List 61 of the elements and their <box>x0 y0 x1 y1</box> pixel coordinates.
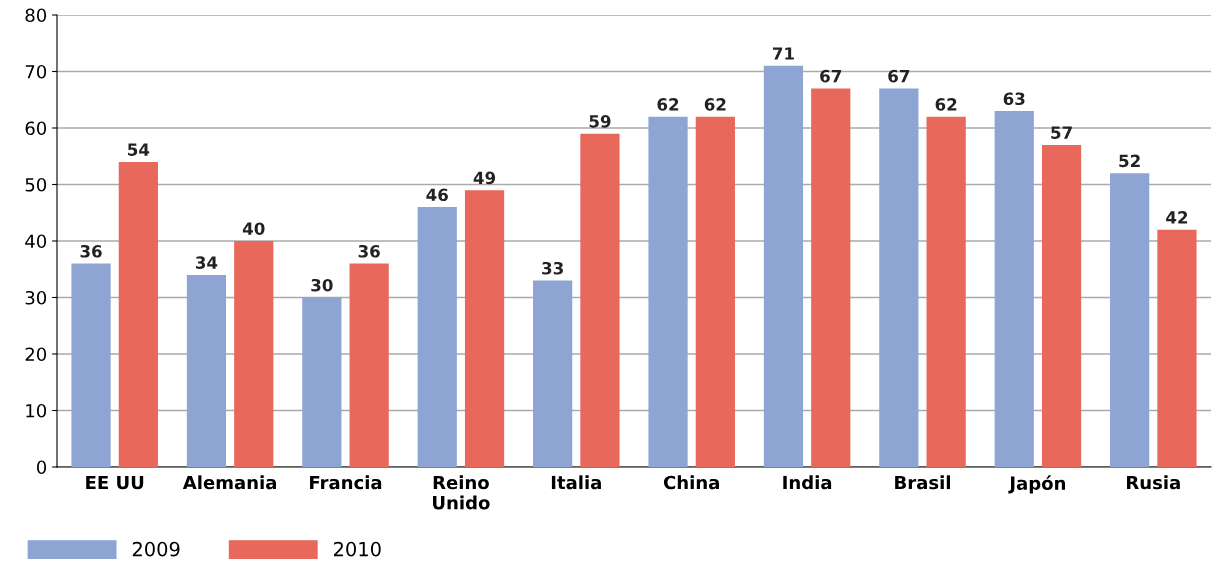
bar <box>879 88 919 467</box>
y-tick-label: 70 <box>25 64 47 79</box>
data-label: 42 <box>1166 211 1188 224</box>
x-tick-label: Francia <box>310 475 382 490</box>
x-tick-label: Rusia <box>1127 475 1180 490</box>
data-label: 57 <box>1051 126 1072 139</box>
bar <box>533 280 573 467</box>
x-tick-label: Brasil <box>895 475 950 490</box>
bar <box>71 263 111 467</box>
bar <box>417 207 457 467</box>
bar <box>994 111 1034 467</box>
bar <box>580 133 620 467</box>
data-label: 52 <box>1119 154 1140 168</box>
y-tick-label: 40 <box>25 234 47 249</box>
data-label: 62 <box>935 98 957 111</box>
x-tick-label: China <box>663 475 719 490</box>
data-label: 36 <box>80 244 102 258</box>
y-tick-label: 0 <box>36 460 47 475</box>
bar <box>1041 144 1082 467</box>
y-tick-label: 20 <box>25 347 47 362</box>
x-tick-label: India <box>783 475 832 490</box>
data-label: 40 <box>242 222 265 235</box>
bar <box>118 161 158 467</box>
y-tick-label: 30 <box>25 290 47 305</box>
bar <box>1157 229 1197 467</box>
y-tick-label: 50 <box>25 177 47 192</box>
bar <box>302 297 342 467</box>
data-label: 34 <box>195 256 218 269</box>
x-tick-label: Reino Unido <box>433 475 490 510</box>
legend-label: 2009 <box>132 541 180 557</box>
bar <box>1110 173 1150 467</box>
data-label: 67 <box>820 69 842 83</box>
data-label: 62 <box>704 98 726 111</box>
bar <box>464 190 505 467</box>
bar <box>234 241 274 467</box>
data-label: 46 <box>426 188 448 202</box>
bar <box>648 116 688 467</box>
data-label: 36 <box>358 244 380 258</box>
data-label: 30 <box>311 278 333 292</box>
data-label: 59 <box>589 115 611 128</box>
data-label: 71 <box>772 47 794 60</box>
y-tick-label: 60 <box>25 121 47 136</box>
bar <box>186 274 227 467</box>
bar <box>695 116 735 467</box>
legend-label: 2010 <box>333 541 381 557</box>
bar <box>763 65 804 467</box>
x-tick-label: Italia <box>551 475 601 490</box>
data-label: 63 <box>1003 92 1025 106</box>
x-tick-label: Alemania <box>182 475 276 490</box>
data-label: 62 <box>657 98 679 111</box>
bar <box>811 88 851 467</box>
x-tick-label: Japón <box>1008 475 1066 494</box>
y-tick-label: 80 <box>25 8 47 23</box>
bar <box>349 263 389 467</box>
data-label: 49 <box>473 171 496 185</box>
x-tick-label: EE UU <box>86 475 144 490</box>
bar <box>926 116 966 467</box>
data-label: 33 <box>542 261 563 275</box>
data-label: 54 <box>128 143 150 156</box>
data-label: 67 <box>888 69 910 83</box>
y-tick-label: 10 <box>26 403 47 418</box>
